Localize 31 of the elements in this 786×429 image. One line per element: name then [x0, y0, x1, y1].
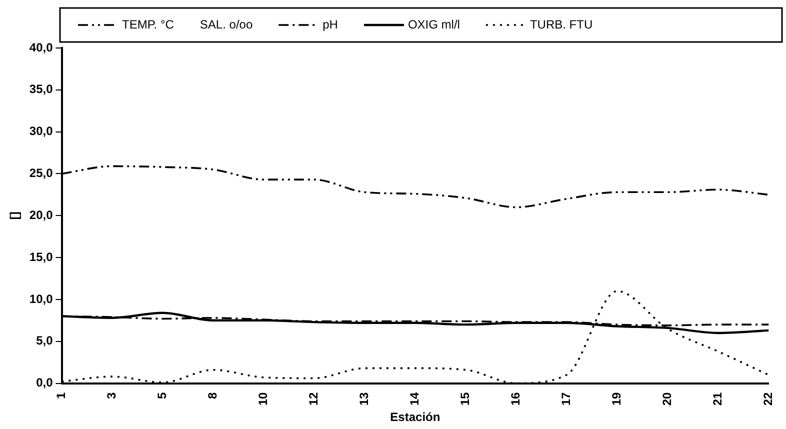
legend-label: SAL. o/oo	[200, 17, 253, 32]
y-tick-label: 40,0	[29, 40, 54, 54]
y-axis-title: []	[8, 212, 22, 220]
x-tick-label: 3	[104, 392, 119, 399]
y-tick-label: 0,0	[36, 376, 54, 390]
y-tick-label: 35,0	[29, 82, 54, 96]
x-tick-label: 19	[609, 392, 624, 406]
y-tick-label: 20,0	[29, 208, 54, 222]
x-tick-label: 5	[155, 392, 170, 399]
y-tick-label: 10,0	[29, 292, 54, 306]
x-tick-label: 1	[54, 392, 68, 399]
legend-label: OXIG ml/l	[408, 17, 460, 32]
legend-label: pH	[322, 17, 338, 32]
legend-label: TEMP. °C	[122, 17, 174, 32]
x-tick-label: 13	[357, 392, 371, 406]
y-tick-label: 25,0	[29, 166, 54, 180]
x-axis-title: Estación	[390, 410, 440, 424]
x-tick-label: 16	[508, 392, 522, 406]
x-tick-label: 15	[458, 392, 472, 406]
y-tick-label: 5,0	[36, 334, 54, 348]
x-tick-label: 12	[306, 392, 321, 406]
x-tick-label: 22	[760, 392, 775, 406]
x-tick-label: 21	[710, 392, 724, 406]
x-tick-label: 10	[256, 392, 270, 406]
x-tick-label: 14	[407, 392, 422, 406]
legend-label: TURB. FTU	[530, 17, 593, 32]
x-tick-label: 20	[660, 392, 674, 406]
x-tick-label: 17	[558, 392, 573, 406]
x-tick-label: 8	[206, 392, 220, 399]
y-tick-label: 30,0	[29, 124, 54, 138]
y-tick-label: 15,0	[29, 250, 54, 264]
